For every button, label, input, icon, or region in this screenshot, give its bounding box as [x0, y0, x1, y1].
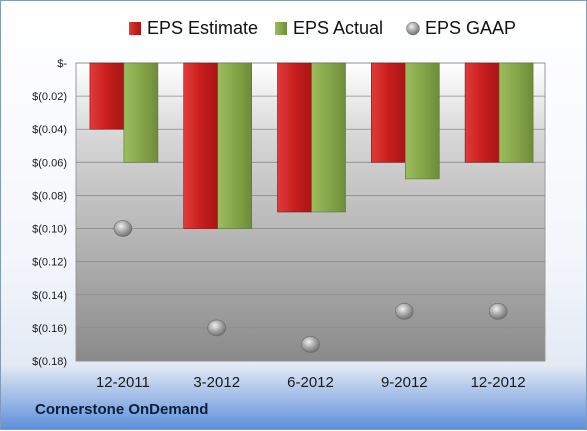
- x-tick-label: 6-2012: [287, 374, 334, 391]
- estimate-bar: [183, 62, 218, 229]
- y-tick-label: $(0.10): [32, 224, 67, 236]
- actual-bar: [498, 62, 534, 163]
- y-tick-label: $-: [57, 58, 67, 70]
- estimate-bar: [277, 62, 312, 213]
- y-tick-label: $(0.08): [32, 190, 67, 202]
- actual-bar: [217, 62, 252, 229]
- actual-bar: [311, 62, 346, 213]
- y-tick-label: $(0.16): [32, 323, 67, 335]
- gaap-marker: [207, 319, 226, 337]
- actual-bar: [123, 62, 159, 163]
- x-tick-label: 12-2011: [96, 374, 150, 391]
- estimate-bar: [370, 62, 406, 163]
- legend-swatch: [275, 22, 287, 35]
- y-tick-label: $(0.14): [32, 290, 67, 302]
- gaap-marker: [113, 220, 133, 237]
- legend-label: EPS GAAP: [425, 18, 516, 38]
- actual-bar: [404, 62, 440, 180]
- x-tick-label: 9-2012: [381, 374, 428, 391]
- x-tick-label: 12-2012: [471, 374, 526, 391]
- legend-swatch: [129, 22, 141, 35]
- estimate-bar: [89, 62, 125, 130]
- gaap-marker: [394, 303, 414, 320]
- legend-swatch: [406, 21, 420, 36]
- estimate-bar: [464, 62, 500, 163]
- x-tick-label: 3-2012: [193, 374, 240, 391]
- legend-label: EPS Actual: [293, 18, 383, 38]
- company-name: Cornerstone OnDemand: [35, 401, 209, 418]
- y-tick-label: $(0.02): [32, 91, 67, 103]
- y-tick-label: $(0.12): [32, 257, 67, 269]
- y-tick-label: $(0.04): [32, 124, 67, 136]
- gaap-marker: [488, 303, 508, 320]
- y-tick-label: $(0.18): [32, 356, 67, 368]
- gaap-marker: [301, 336, 320, 353]
- y-tick-label: $(0.06): [32, 157, 67, 169]
- legend-label: EPS Estimate: [147, 18, 258, 38]
